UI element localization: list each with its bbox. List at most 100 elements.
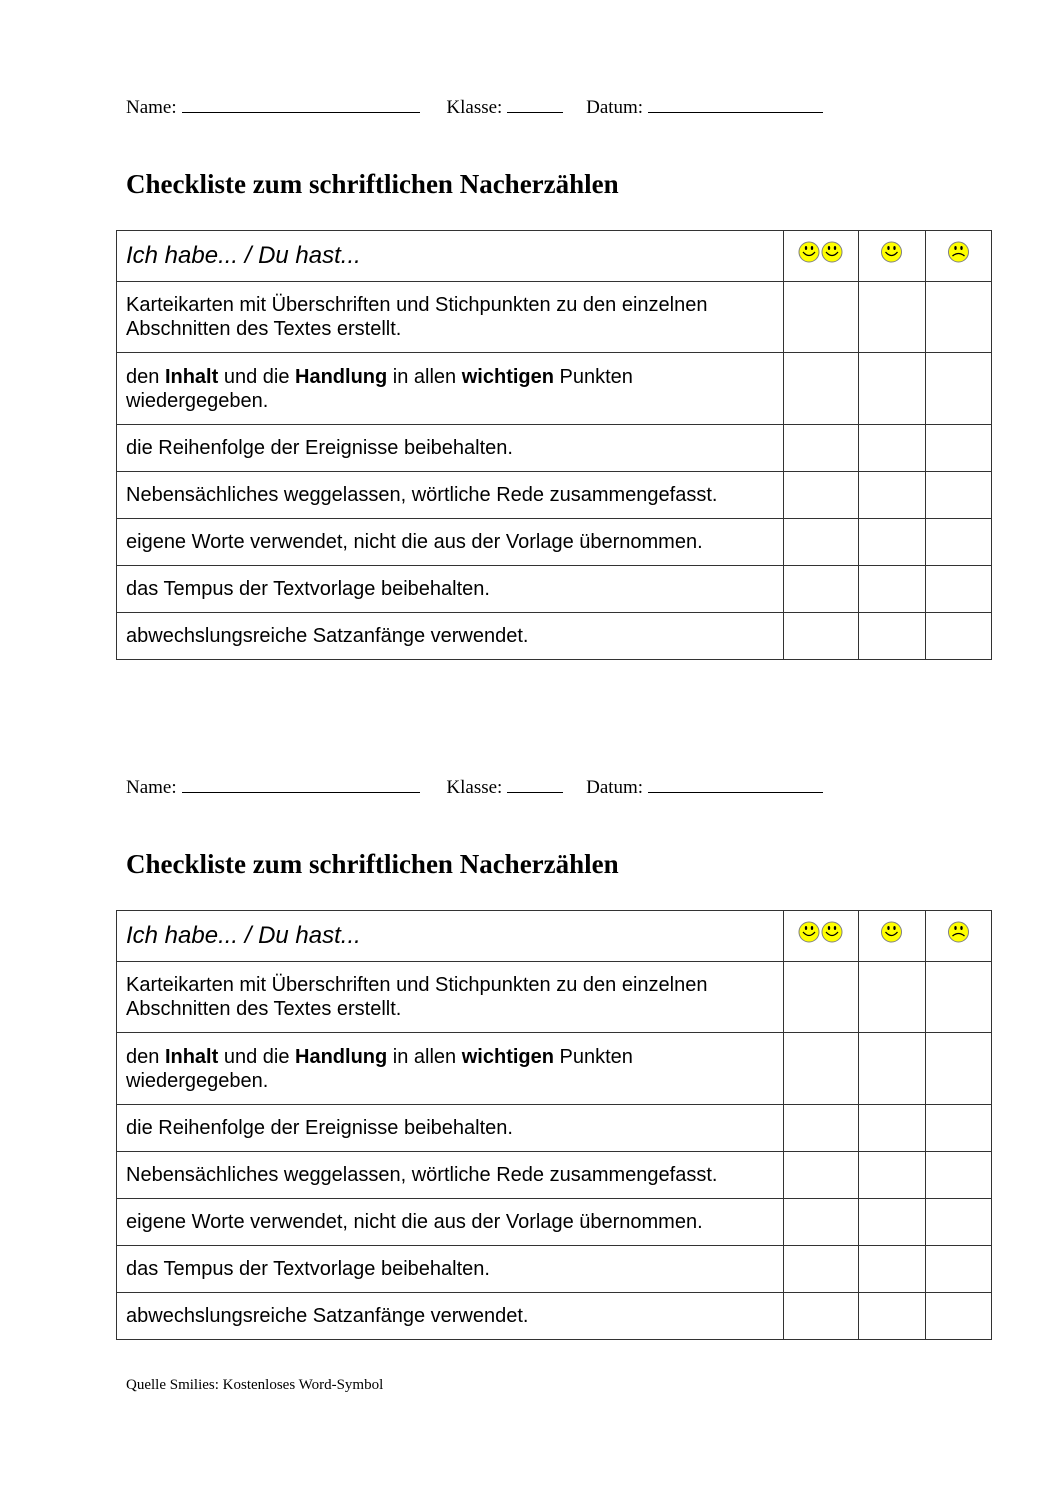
rating-cell-poor[interactable] (924, 1292, 993, 1340)
text-segment: in allen (387, 365, 462, 388)
bold-text: Handlung (295, 1045, 388, 1068)
rating-cell-very-good[interactable] (782, 471, 859, 519)
checklist-row: die Reihenfolge der Ereignisse beibehalt… (116, 1104, 993, 1152)
rating-cell-very-good[interactable] (782, 518, 859, 566)
rating-cell-poor[interactable] (924, 1151, 993, 1199)
rating-cell-poor[interactable] (924, 424, 993, 472)
rating-cell-good[interactable] (857, 518, 926, 566)
rating-cell-very-good[interactable] (782, 1151, 859, 1199)
rating-cell-very-good[interactable] (782, 1245, 859, 1293)
class-field[interactable] (507, 777, 564, 793)
criterion-cell: die Reihenfolge der Ereignisse beibehalt… (116, 1104, 784, 1152)
bold-text: wichtigen (461, 1045, 554, 1068)
rating-cell-good[interactable] (857, 1245, 926, 1293)
checklist-row: den Inhalt und die Handlung in allen wic… (116, 352, 993, 425)
rating-cell-very-good[interactable] (782, 1198, 859, 1246)
checklist-row: Karteikarten mit Überschriften und Stich… (116, 961, 993, 1033)
rating-cell-very-good[interactable] (782, 612, 859, 660)
rating-cell-poor[interactable] (924, 961, 993, 1033)
rating-cell-very-good[interactable] (782, 565, 859, 613)
text-segment: abwechslungsreiche Satzanfänge verwendet… (126, 1305, 529, 1327)
rating-cell-poor[interactable] (924, 565, 993, 613)
rating-cell-good[interactable] (857, 612, 926, 660)
rating-cell-poor[interactable] (924, 471, 993, 519)
criterion-cell: Karteikarten mit Überschriften und Stich… (116, 281, 784, 353)
class-label: Klasse: (446, 777, 503, 798)
bold-text: wichtigen (461, 365, 554, 388)
rating-cell-good[interactable] (857, 352, 926, 425)
class-label: Klasse: (446, 97, 503, 118)
text-segment: den (126, 1045, 165, 1068)
rating-cell-poor[interactable] (924, 1104, 993, 1152)
criterion-cell: das Tempus der Textvorlage beibehalten. (116, 565, 784, 613)
rating-cell-very-good[interactable] (782, 1032, 859, 1105)
name-label: Name: (126, 777, 177, 798)
text-segment: eigene Worte verwendet, nicht die aus de… (126, 1211, 703, 1233)
criterion-cell: abwechslungsreiche Satzanfänge verwendet… (116, 612, 784, 660)
criterion-cell: Nebensächliches weggelassen, wörtliche R… (116, 1151, 784, 1199)
date-field[interactable] (648, 777, 824, 793)
rating-cell-good[interactable] (857, 1198, 926, 1246)
rating-cell-poor[interactable] (924, 612, 993, 660)
date-label: Datum: (586, 777, 644, 798)
rating-cell-poor[interactable] (924, 1032, 993, 1105)
criterion-cell: eigene Worte verwendet, nicht die aus de… (116, 1198, 784, 1246)
criterion-cell: Karteikarten mit Überschriften und Stich… (116, 961, 784, 1033)
rating-cell-poor[interactable] (924, 1198, 993, 1246)
rating-cell-very-good[interactable] (782, 961, 859, 1033)
rating-cell-good[interactable] (857, 1104, 926, 1152)
checklist-row: die Reihenfolge der Ereignisse beibehalt… (116, 424, 993, 472)
rating-cell-very-good[interactable] (782, 424, 859, 472)
text-segment: Karteikarten mit Überschriften und Stich… (126, 294, 708, 340)
checklist-row: Nebensächliches weggelassen, wörtliche R… (116, 1151, 993, 1199)
text-segment: eigene Worte verwendet, nicht die aus de… (126, 531, 703, 553)
date-label: Datum: (586, 97, 644, 118)
rating-cell-poor[interactable] (924, 1245, 993, 1293)
text-segment: Nebensächliches weggelassen, wörtliche R… (126, 1164, 718, 1186)
rating-cell-good[interactable] (857, 1032, 926, 1105)
text-segment: die Reihenfolge der Ereignisse beibehalt… (126, 1117, 513, 1139)
checklist-row: das Tempus der Textvorlage beibehalten. (116, 1245, 993, 1293)
table-header-row: Ich habe... / Du hast... (116, 910, 993, 962)
student-info-line: Name: Klasse: Datum: (126, 97, 845, 119)
criterion-cell: das Tempus der Textvorlage beibehalten. (116, 1245, 784, 1293)
criteria-header: Ich habe... / Du hast... (116, 230, 784, 282)
rating-header (857, 230, 926, 282)
rating-cell-good[interactable] (857, 1292, 926, 1340)
class-field[interactable] (507, 97, 564, 113)
date-field[interactable] (648, 97, 824, 113)
name-field[interactable] (181, 777, 420, 793)
rating-cell-very-good[interactable] (782, 1104, 859, 1152)
bold-text: Inhalt (164, 1045, 219, 1068)
text-segment: die Reihenfolge der Ereignisse beibehalt… (126, 437, 513, 459)
criterion-cell: Nebensächliches weggelassen, wörtliche R… (116, 471, 784, 519)
checklist-row: das Tempus der Textvorlage beibehalten. (116, 565, 993, 613)
bold-text: Inhalt (164, 365, 219, 388)
rating-cell-good[interactable] (857, 281, 926, 353)
rating-cell-good[interactable] (857, 961, 926, 1033)
table-header-row: Ich habe... / Du hast... (116, 230, 993, 282)
rating-cell-very-good[interactable] (782, 352, 859, 425)
rating-cell-good[interactable] (857, 1151, 926, 1199)
criterion-cell: den Inhalt und die Handlung in allen wic… (116, 352, 784, 425)
text-segment: abwechslungsreiche Satzanfänge verwendet… (126, 625, 529, 647)
checklist-table: Ich habe... / Du hast... Karteikarten mi… (116, 230, 993, 660)
rating-cell-good[interactable] (857, 424, 926, 472)
name-label: Name: (126, 97, 177, 118)
name-field[interactable] (181, 97, 420, 113)
rating-cell-good[interactable] (857, 471, 926, 519)
rating-cell-very-good[interactable] (782, 281, 859, 353)
smiley-icon (881, 921, 903, 943)
smiley-icon (881, 241, 903, 263)
rating-header (782, 910, 859, 962)
criterion-cell: abwechslungsreiche Satzanfänge verwendet… (116, 1292, 784, 1340)
rating-cell-poor[interactable] (924, 281, 993, 353)
rating-header (924, 910, 993, 962)
checklist-row: den Inhalt und die Handlung in allen wic… (116, 1032, 993, 1105)
checklist-row: abwechslungsreiche Satzanfänge verwendet… (116, 1292, 993, 1340)
sad-face-icon (947, 241, 969, 263)
rating-cell-poor[interactable] (924, 518, 993, 566)
rating-cell-very-good[interactable] (782, 1292, 859, 1340)
rating-cell-poor[interactable] (924, 352, 993, 425)
rating-cell-good[interactable] (857, 565, 926, 613)
